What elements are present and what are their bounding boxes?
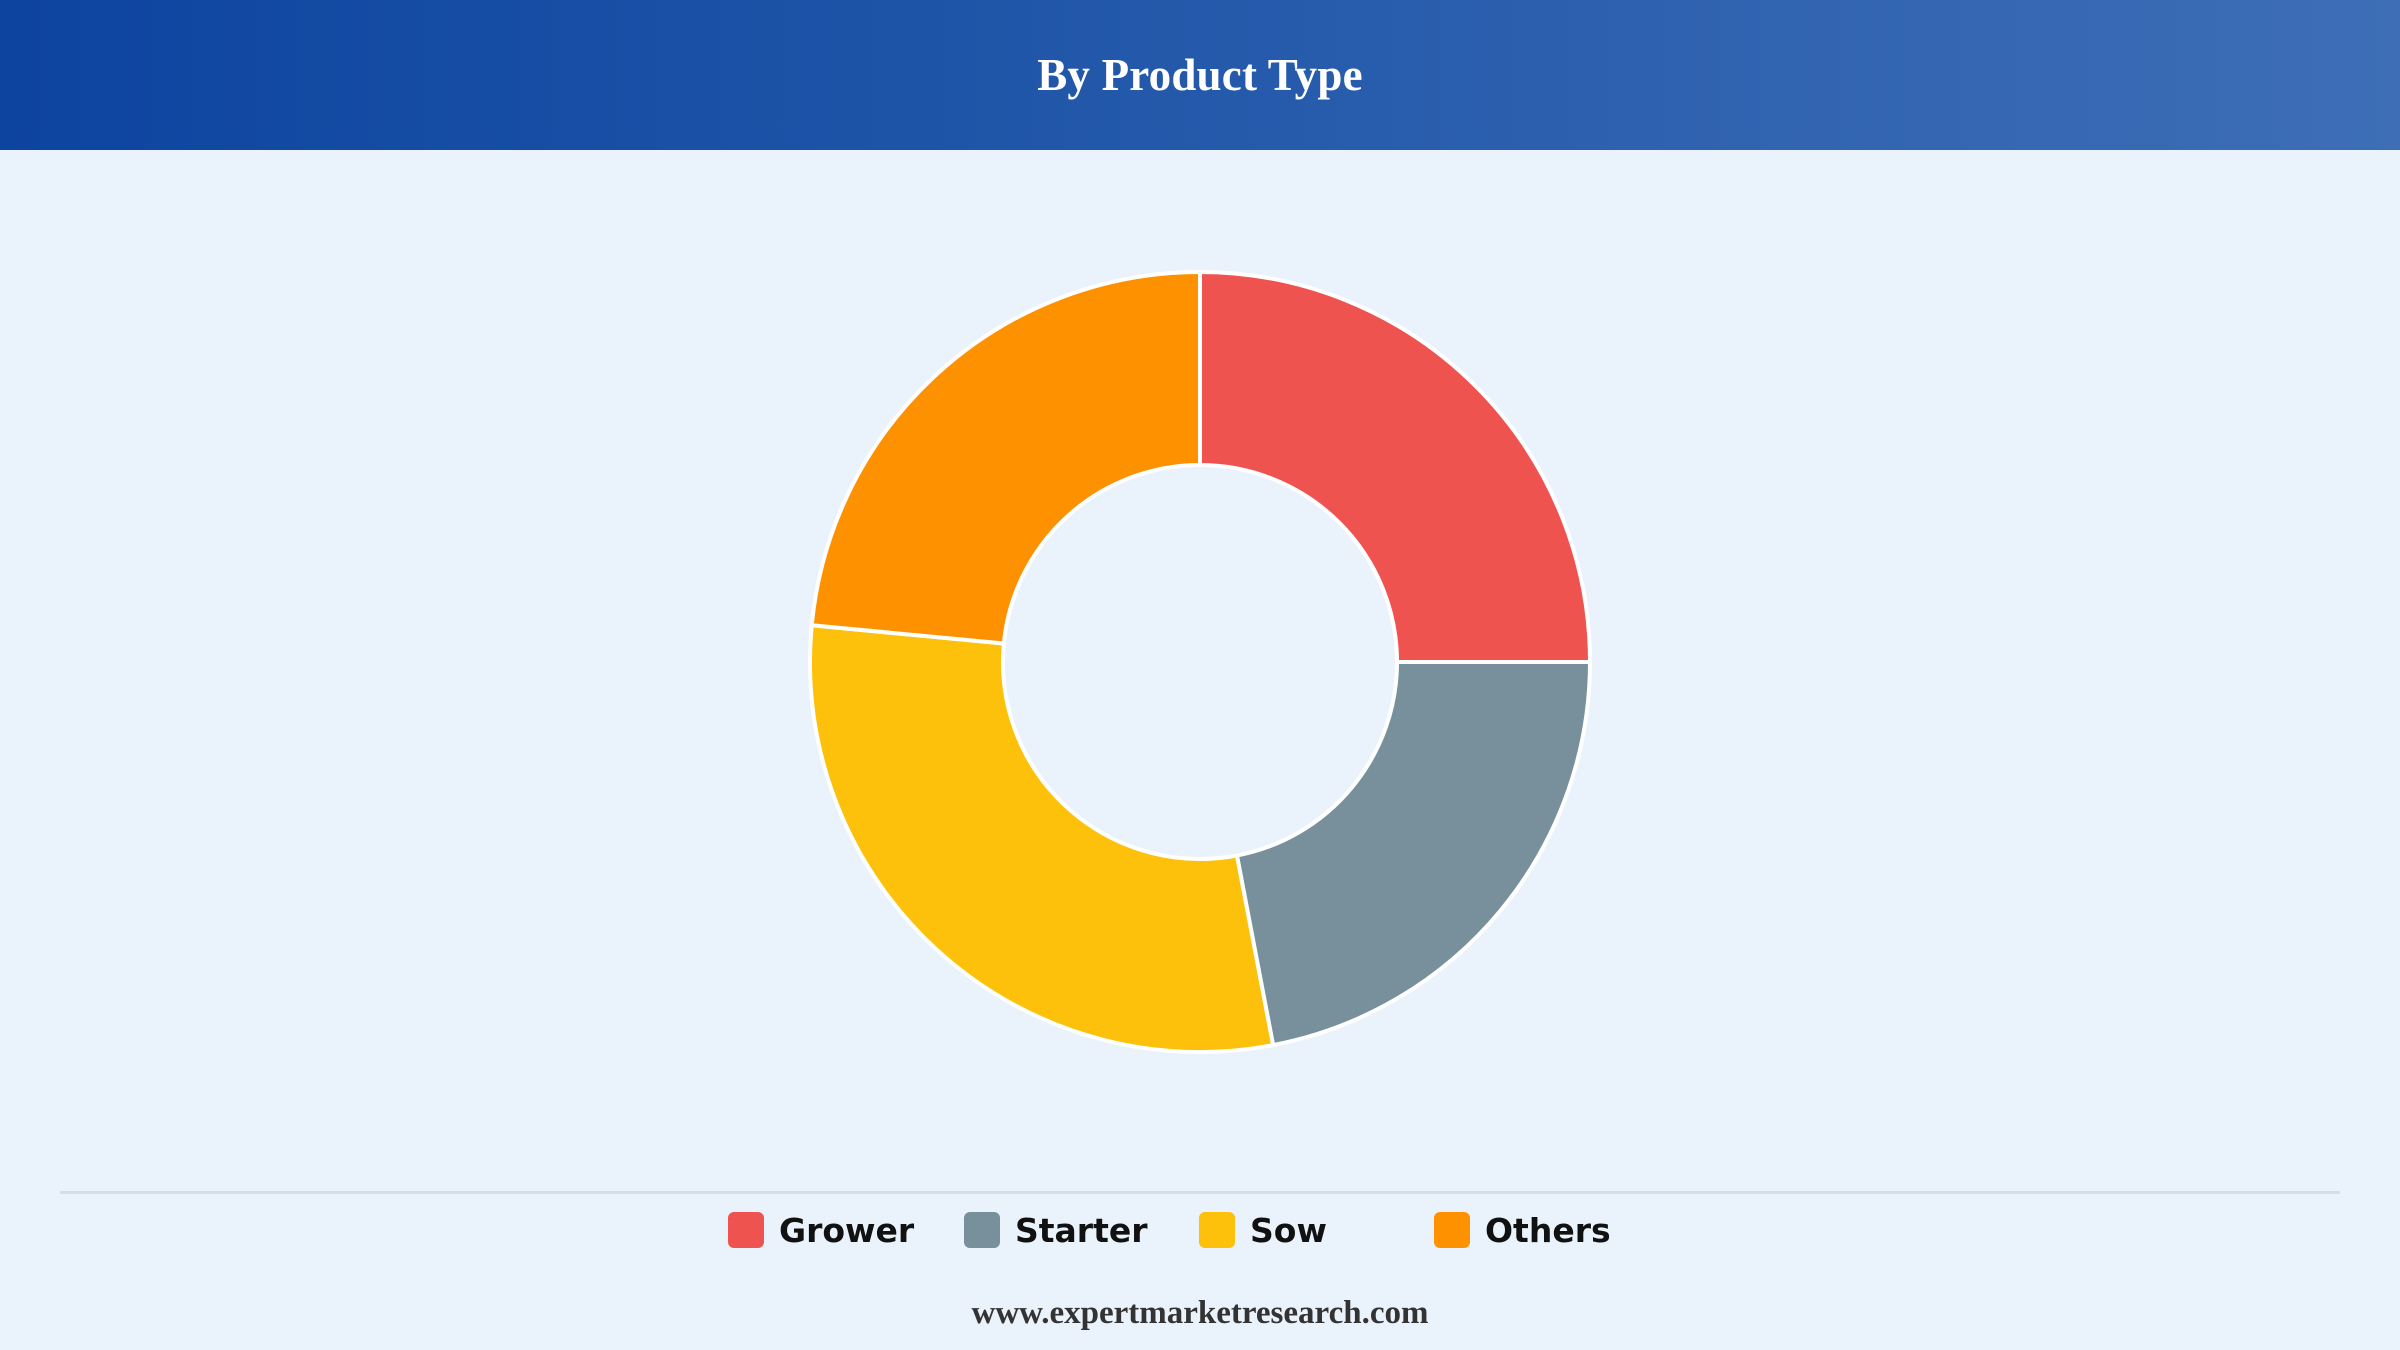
legend-label-sow: Sow (1250, 1210, 1327, 1250)
legend-swatch-others (1434, 1212, 1470, 1248)
header-bar: By Product Type (0, 0, 2400, 150)
legend-item-starter[interactable]: Starter (964, 1208, 1148, 1252)
legend-item-others[interactable]: Others (1434, 1208, 1611, 1252)
chart-area (0, 150, 2400, 1190)
donut-chart (808, 270, 1592, 1054)
legend: Grower Starter Sow Others (728, 1208, 1728, 1252)
legend-swatch-starter (964, 1212, 1000, 1248)
donut-slice-grower[interactable] (1198, 270, 1592, 664)
donut-slice-sow[interactable] (808, 623, 1276, 1054)
chart-title: By Product Type (1037, 50, 1363, 100)
legend-swatch-grower (728, 1212, 764, 1248)
donut-slice-starter[interactable] (1234, 660, 1592, 1048)
legend-label-others: Others (1485, 1210, 1611, 1250)
legend-swatch-sow (1199, 1212, 1235, 1248)
source-footer: www.expertmarketresearch.com (971, 1295, 1429, 1331)
donut-slice-others[interactable] (809, 270, 1202, 646)
legend-label-starter: Starter (1015, 1210, 1148, 1250)
legend-divider (60, 1191, 2340, 1194)
legend-label-grower: Grower (779, 1210, 915, 1250)
legend-item-grower[interactable]: Grower (728, 1208, 914, 1252)
legend-item-sow[interactable]: Sow (1199, 1208, 1327, 1252)
